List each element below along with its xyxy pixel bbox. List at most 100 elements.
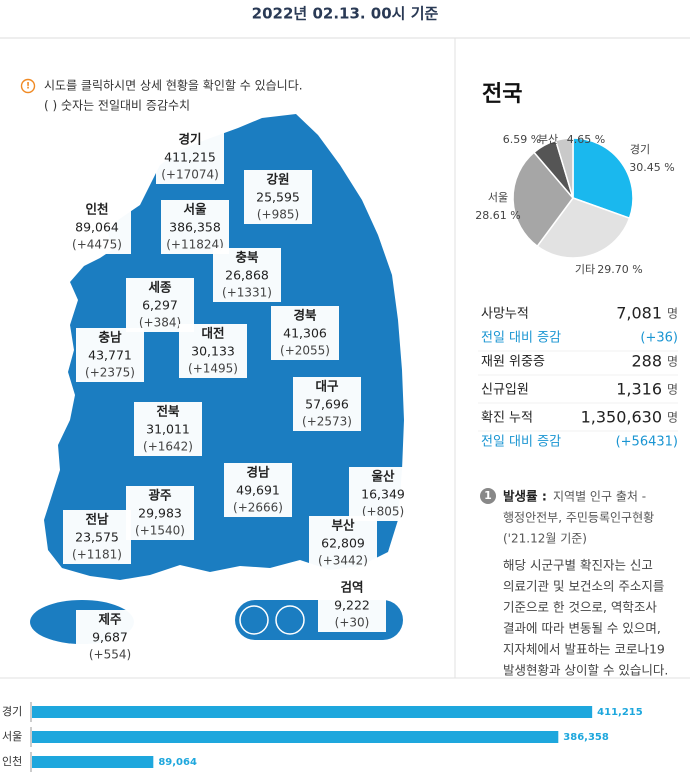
region-label[interactable]: 전북 31,011 (+1642) — [134, 402, 202, 456]
region-total: 49,691 — [236, 483, 280, 498]
region-total: 16,349 — [361, 487, 405, 502]
region-box — [134, 402, 202, 456]
region-total: 29,983 — [138, 506, 182, 521]
pie-label: 부산 — [538, 133, 558, 146]
stat-unit: 명 — [667, 383, 678, 397]
region-box — [213, 248, 281, 302]
region-name: 전북 — [156, 404, 180, 419]
region-name: 인천 — [85, 202, 108, 217]
region-label[interactable]: 충남 43,771 (+2375) — [76, 328, 144, 382]
region-change: (+2055) — [280, 344, 330, 358]
bar-value-label: 89,064 — [158, 757, 197, 768]
pie-value-label: 4.65 % — [567, 133, 605, 146]
region-name: 광주 — [148, 488, 172, 503]
region-box — [126, 278, 194, 332]
panel-title: 전국 — [482, 82, 522, 107]
region-name: 서울 — [183, 202, 207, 217]
region-change: (+985) — [257, 208, 299, 222]
region-box — [271, 306, 339, 360]
stat-unit: 명 — [667, 411, 678, 425]
region-total: 9,222 — [334, 598, 370, 613]
region-change: (+1181) — [72, 548, 122, 562]
note-source: 행정안전부, 주민등록인구현황 — [503, 510, 654, 525]
region-box — [318, 578, 386, 632]
region-label[interactable]: 전남 23,575 (+1181) — [63, 510, 131, 564]
pie-slice — [572, 137, 634, 220]
region-label[interactable]: 울산 16,349 (+805) — [349, 467, 417, 521]
note-body: 의료기관 및 보건소의 주소지를 — [503, 579, 664, 594]
pie-label: 경기 — [630, 143, 650, 156]
region-label[interactable]: 세종 6,297 (+384) — [126, 278, 194, 332]
region-change: (+3442) — [318, 554, 368, 568]
bar-value-label: 386,358 — [563, 732, 609, 743]
region-name: 경남 — [246, 465, 270, 480]
note-title: 발생률 : — [503, 489, 547, 504]
stat-unit: 명 — [667, 307, 678, 321]
region-label[interactable]: 충북 26,868 (+1331) — [213, 248, 281, 302]
region-box — [156, 130, 224, 184]
region-name: 세종 — [148, 280, 172, 295]
region-change: (+384) — [139, 316, 181, 330]
region-label[interactable]: 광주 29,983 (+1540) — [126, 486, 194, 540]
region-total: 43,771 — [88, 348, 132, 363]
region-label[interactable]: 서울 386,358 (+11824) — [161, 200, 229, 254]
region-name: 전남 — [85, 512, 109, 527]
region-name: 부산 — [331, 518, 355, 533]
pie-slice — [512, 151, 574, 248]
region-change: (+4475) — [72, 238, 122, 252]
bar — [32, 756, 154, 768]
region-change: (+805) — [362, 505, 404, 519]
region-box — [309, 516, 377, 570]
region-change: (+2375) — [85, 366, 135, 380]
region-total: 57,696 — [305, 397, 349, 412]
stat-value: 7,081 — [616, 304, 662, 323]
bar-value-label: 411,215 — [597, 707, 643, 718]
region-total: 30,133 — [191, 344, 235, 359]
stat-value: 1,350,630 — [581, 408, 662, 427]
region-name: 울산 — [371, 469, 395, 484]
note-badge: 1 — [484, 489, 492, 502]
region-name: 검역 — [340, 580, 363, 595]
region-label[interactable]: 강원 25,595 (+985) — [244, 170, 312, 224]
region-label[interactable]: 대전 30,133 (+1495) — [179, 324, 247, 378]
bar — [32, 706, 593, 718]
region-label[interactable]: 검역 9,222 (+30) — [318, 578, 386, 632]
pie-slice — [536, 197, 631, 259]
bar-category: 서울 — [2, 730, 22, 743]
note-body: 해당 시군구별 확진자는 신고 — [503, 558, 653, 573]
region-name: 강원 — [266, 172, 289, 187]
region-total: 31,011 — [146, 422, 190, 437]
stat-label: 전일 대비 증감 — [481, 331, 561, 346]
pie-value-label: 29.70 % — [597, 263, 642, 276]
region-total: 26,868 — [225, 268, 269, 283]
region-change: (+11824) — [166, 238, 224, 252]
region-total: 386,358 — [169, 220, 221, 235]
airport-icon — [239, 605, 269, 635]
region-total: 6,297 — [142, 298, 178, 313]
region-box — [224, 463, 292, 517]
region-change: (+554) — [89, 648, 131, 662]
stat-value: 288 — [631, 352, 662, 371]
region-name: 대구 — [315, 379, 339, 394]
note-body: 지자체에서 발표하는 코로나19 — [503, 642, 665, 657]
region-label[interactable]: 경기 411,215 (+17074) — [156, 130, 224, 184]
region-label[interactable]: 경남 49,691 (+2666) — [224, 463, 292, 517]
note-body: 기준으로 한 것으로, 역학조사 — [503, 600, 657, 615]
region-label[interactable]: 제주 9,687 (+554) — [76, 610, 144, 664]
pie-value-label: 30.45 % — [629, 161, 674, 174]
stat-label: 전일 대비 증감 — [481, 435, 561, 450]
region-total: 41,306 — [283, 326, 327, 341]
region-label[interactable]: 경북 41,306 (+2055) — [271, 306, 339, 360]
region-label[interactable]: 인천 89,064 (+4475) — [63, 200, 131, 254]
region-label[interactable]: 부산 62,809 (+3442) — [309, 516, 377, 570]
notice-line: ( ) 숫자는 전일대비 증감수치 — [44, 99, 190, 113]
region-change: (+1331) — [222, 286, 272, 300]
region-total: 62,809 — [321, 536, 365, 551]
region-change: (+2666) — [233, 501, 283, 515]
pie-slice — [554, 137, 574, 199]
region-label[interactable]: 대구 57,696 (+2573) — [293, 377, 361, 431]
region-box — [293, 377, 361, 431]
note-body: 발생현황과 상이할 수 있습니다. — [503, 663, 668, 678]
note-body: 결과에 따라 변동될 수 있으며, — [503, 621, 661, 636]
region-total: 411,215 — [164, 150, 216, 165]
